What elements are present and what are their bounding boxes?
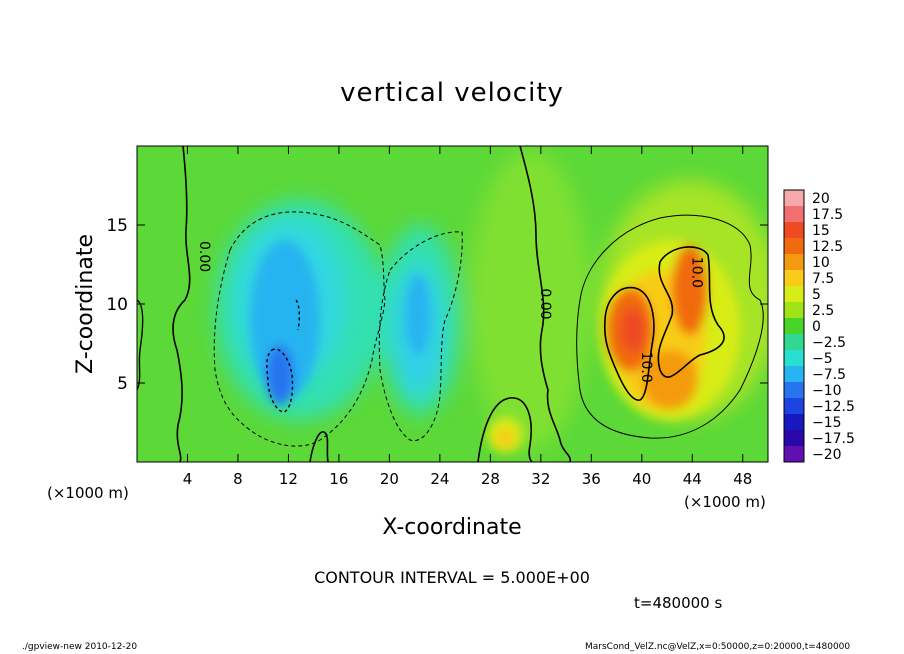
- x-tick-label-44: 44: [683, 470, 702, 488]
- chart-title: vertical velocity: [340, 78, 564, 108]
- colorbar-swatch-8: [784, 318, 804, 335]
- neg5-contour-mid: [378, 231, 463, 442]
- y-tick-label-15: 15: [106, 216, 128, 236]
- time-label: t=480000 s: [634, 594, 723, 612]
- contour-lines: [137, 146, 764, 462]
- neg10-contour-upper: [295, 299, 301, 331]
- contour-label-1: 0.00: [537, 288, 553, 319]
- colorbar-swatch-12: [784, 382, 804, 399]
- velocity-field: 0.00 0.00 10.0 10.0: [137, 146, 768, 462]
- colorbar-swatch-5: [784, 270, 804, 287]
- colorbar-label-14: −15: [812, 415, 842, 431]
- contour-label-0: 0.00: [196, 241, 212, 272]
- zero-contour-left-edge: [137, 299, 144, 391]
- zero-contour-bump: [477, 397, 533, 462]
- colorbar-label-3: 12.5: [812, 239, 843, 255]
- x-tick-label-32: 32: [531, 470, 550, 488]
- colorbar-label-13: −12.5: [812, 399, 855, 415]
- colorbar-swatch-11: [784, 366, 804, 383]
- colorbar-swatch-13: [784, 398, 804, 415]
- field-small-updraft-core: [495, 428, 515, 448]
- colorbar-swatch-14: [784, 414, 804, 431]
- field-red-lower: [642, 350, 698, 410]
- colorbar-swatch-9: [784, 334, 804, 351]
- colorbar-swatch-7: [784, 302, 804, 319]
- colorbar-label-4: 10: [812, 255, 830, 271]
- colorbar: 2017.51512.5107.552.50−2.5−5−7.5−10−12.5…: [783, 189, 855, 463]
- x-tick-label-16: 16: [329, 470, 348, 488]
- zero-contour-left: [172, 146, 191, 462]
- colorbar-label-16: −20: [812, 447, 842, 463]
- zero-contour-mid: [519, 146, 572, 462]
- colorbar-swatch-4: [784, 254, 804, 271]
- colorbar-label-15: −17.5: [812, 431, 855, 447]
- colorbar-label-0: 20: [812, 191, 830, 207]
- pos10-contour-left: [603, 286, 655, 401]
- x-unit-label: (×1000 m): [47, 484, 129, 502]
- x-tick-label-4: 4: [183, 470, 193, 488]
- colorbar-swatch-10: [784, 350, 804, 367]
- colorbar-swatch-3: [784, 238, 804, 255]
- x-tick-label-12: 12: [279, 470, 298, 488]
- colorbar-label-7: 2.5: [812, 303, 834, 319]
- colorbar-label-9: −2.5: [812, 335, 846, 351]
- colorbar-swatch-16: [784, 446, 804, 463]
- program-label: ./gpview-new 2010-12-20: [22, 642, 138, 652]
- file-label: MarsCond_VelZ.nc@VelZ,x=0:50000,z=0:2000…: [585, 642, 851, 652]
- colorbar-swatch-0: [784, 190, 804, 207]
- y-tick-label-5: 5: [117, 374, 128, 394]
- x-unit-label-right: (×1000 m): [684, 493, 766, 511]
- field-red-right-arm: [672, 245, 708, 335]
- field-light-green-1: [470, 150, 590, 450]
- contour-label-2: 10.0: [688, 257, 704, 288]
- colorbar-label-5: 7.5: [812, 271, 834, 287]
- colorbar-swatch-15: [784, 430, 804, 447]
- colorbar-label-2: 15: [812, 223, 830, 239]
- x-tick-label-48: 48: [733, 470, 752, 488]
- colorbar-label-6: 5: [812, 287, 821, 303]
- colorbar-frame: [783, 189, 805, 463]
- colorbar-swatch-1: [784, 206, 804, 223]
- contour-label-group: 0.00 0.00 10.0 10.0: [196, 241, 704, 383]
- colorbar-label-12: −10: [812, 383, 842, 399]
- x-tick-label-40: 40: [632, 470, 651, 488]
- x-axis-label: X-coordinate: [382, 515, 522, 540]
- pos5-contour: [576, 214, 764, 439]
- field-red-left-inner: [621, 308, 645, 352]
- colorbar-label-1: 17.5: [812, 207, 843, 223]
- colorbar-label-10: −5: [812, 351, 833, 367]
- field-blue-mid: [406, 275, 430, 355]
- y-axis-label: Z-coordinate: [73, 234, 98, 374]
- colorbar-label-11: −7.5: [812, 367, 846, 383]
- y-tick-label-10: 10: [106, 295, 128, 315]
- colorbar-swatch-6: [784, 286, 804, 303]
- contour-interval-label: CONTOUR INTERVAL = 5.000E+00: [314, 568, 590, 587]
- x-tick-label-20: 20: [380, 470, 399, 488]
- contour-label-3: 10.0: [638, 352, 654, 383]
- x-tick-label-36: 36: [582, 470, 601, 488]
- zero-contour-small: [309, 431, 329, 462]
- colorbar-swatch-2: [784, 222, 804, 239]
- x-tick-label-24: 24: [430, 470, 449, 488]
- neg5-contour-left: [213, 211, 386, 447]
- x-tick-label-8: 8: [233, 470, 243, 488]
- pos10-contour-right: [657, 246, 725, 378]
- colorbar-label-8: 0: [812, 319, 821, 335]
- x-tick-label-28: 28: [481, 470, 500, 488]
